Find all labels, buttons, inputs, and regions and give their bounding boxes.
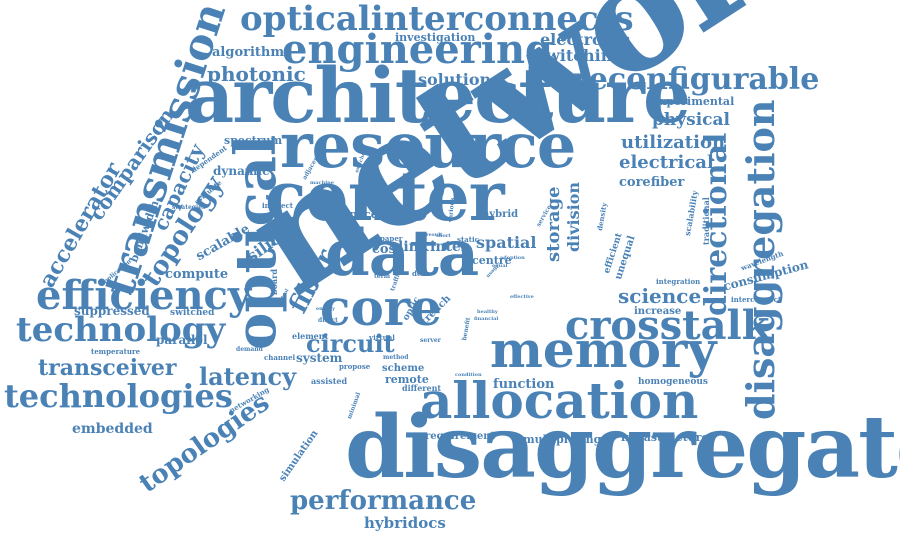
word-performance: performance — [290, 486, 477, 516]
word-increase: increase — [634, 306, 682, 317]
word-centre: centre — [472, 254, 512, 267]
word-static: static — [457, 235, 479, 244]
word-financial: financial — [474, 316, 499, 322]
word-system: system — [296, 351, 343, 365]
word-technologies: technologies — [4, 377, 233, 415]
word-virtual: virtual — [369, 333, 395, 342]
word-suppressed: suppressed — [74, 304, 150, 318]
word-experimental: experimental — [653, 95, 735, 108]
word-corefiber: corefiber — [619, 175, 685, 190]
word-different: different — [402, 383, 442, 393]
word-board: board — [269, 269, 279, 295]
word-effective: effective — [510, 294, 534, 300]
word-adoption: adoption — [500, 255, 525, 261]
word-propose: propose — [339, 362, 371, 371]
word-allocation: allocation — [420, 371, 699, 430]
word-server: server — [420, 337, 441, 344]
word-hybrid: hybrid — [482, 209, 519, 220]
word-architecture: architecture — [185, 51, 691, 140]
word-power: power — [262, 211, 290, 221]
word-solution: solution — [418, 70, 492, 89]
word-disaggregated: disaggregated — [345, 397, 900, 498]
word-spatial: spatial — [476, 233, 537, 252]
word-link: link — [398, 239, 429, 255]
word-scheme: scheme — [382, 363, 425, 374]
word-cost: cost — [372, 242, 402, 257]
word-science: science — [618, 284, 702, 308]
word-efficiency: efficiency — [36, 272, 252, 319]
word-energy: energy — [316, 306, 336, 312]
word-traditional: traditional — [701, 197, 711, 245]
word-direct: direct — [318, 317, 338, 324]
word-engineering: engineering — [282, 26, 553, 73]
word-inter: inter — [430, 239, 469, 255]
word-short: short — [436, 233, 451, 239]
word-scale: scale — [340, 241, 360, 250]
word-dynamic: dynamic — [213, 164, 270, 178]
word-integration: integration — [656, 277, 701, 286]
word-multiplexing: multiplexing — [523, 433, 602, 446]
word-hybridocs: hybridocs — [364, 514, 446, 532]
word-embedded: embedded — [72, 421, 153, 437]
word-electrical: electrical — [619, 152, 714, 173]
word-term: term — [374, 273, 391, 280]
word-memory: memory — [490, 320, 717, 379]
word-scalability: scalability — [682, 189, 700, 237]
word-circuit: circuit — [306, 329, 395, 358]
word-algorithm: algorithm — [212, 45, 285, 60]
word-spectrum: spectrum — [224, 134, 283, 147]
word-switching: switching — [537, 46, 624, 65]
word-center: center — [265, 157, 505, 237]
word-condition: condition — [455, 372, 482, 378]
word-physical: physical — [652, 110, 730, 130]
word-temperature: temperature — [91, 347, 141, 356]
word-infrastructure: infrastructure — [621, 431, 709, 444]
word-technology: technology — [16, 310, 226, 350]
word-latency: latency — [199, 362, 297, 391]
word-demand: demand — [236, 346, 263, 353]
word-remote: remote — [385, 373, 429, 386]
word-resource: resource — [280, 109, 576, 182]
word-utilization: utilization — [621, 132, 726, 153]
word-indirect: indirect — [262, 201, 293, 210]
word-space: space — [343, 208, 378, 221]
word-opticalinterconnects: opticalinterconnects — [240, 0, 634, 39]
word-reconfigurable: reconfigurable — [573, 62, 820, 97]
word-simulation: simulation — [277, 428, 321, 484]
word-paper: paper — [380, 234, 403, 243]
word-machine: machine — [310, 180, 334, 186]
word-data: data — [325, 216, 479, 291]
word-element: element — [292, 331, 329, 341]
word-electronic: electronic — [540, 30, 631, 49]
word-transceiver: transceiver — [38, 355, 177, 381]
word-requirement: requirement — [425, 431, 496, 442]
word-method: method — [383, 354, 409, 361]
word-storage: storage — [543, 186, 564, 262]
word-strategies: strategies — [172, 204, 206, 211]
word-crosstalk: crosstalk — [565, 302, 770, 349]
word-healthy: healthy — [477, 309, 498, 315]
word-compute: compute — [165, 267, 229, 282]
word-photonic: photonic — [207, 62, 306, 86]
word-density: density — [595, 201, 609, 232]
word-switched: switched — [170, 308, 215, 318]
word-division: division — [564, 181, 583, 252]
word-core: core — [320, 278, 442, 337]
word-benefit: benefit — [461, 316, 472, 342]
word-function: function — [493, 377, 555, 392]
word-homogeneous: homogeneous — [638, 377, 708, 387]
word-parallel: parallel — [156, 333, 208, 347]
word-investigation: investigation — [395, 31, 476, 44]
word-channel: channel — [264, 353, 296, 362]
word-dcns: dcns — [412, 269, 431, 278]
word-interconnect: interconnect — [731, 295, 782, 304]
word-equal: equal — [492, 263, 508, 269]
word-result: result — [426, 232, 443, 238]
word-assisted: assisted — [311, 376, 348, 386]
